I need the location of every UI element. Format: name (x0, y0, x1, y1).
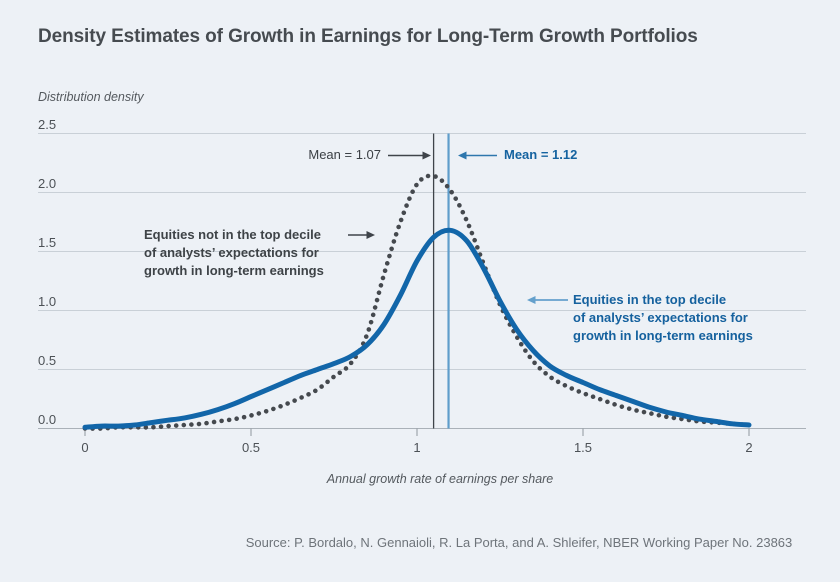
arrow-annotation-left-head (366, 231, 375, 239)
x-axis-title: Annual growth rate of earnings per share (326, 472, 554, 486)
source-credit: Source: P. Bordalo, N. Gennaioli, R. La … (245, 535, 793, 550)
y-tick-label: 0.0 (38, 411, 57, 427)
x-tick-label: 2 (745, 440, 753, 455)
y-tick-label: 0.5 (38, 352, 57, 368)
annotation-top-decile: Equities in the top decile of analysts’ … (573, 292, 753, 343)
y-axis-title: Distribution density (38, 90, 144, 104)
y-tick-label: 1.5 (38, 234, 57, 250)
arrow-mean-solid-head (458, 151, 467, 160)
chart-title: Density Estimates of Growth in Earnings … (38, 26, 698, 47)
y-tick-label: 2.5 (38, 116, 57, 132)
y-tick-label: 1.0 (38, 293, 57, 309)
annotation-not-top-decile: Equities not in the top decile of analys… (144, 227, 324, 278)
mean-label-solid: Mean = 1.12 (504, 147, 578, 162)
y-tick-label: 2.0 (38, 175, 57, 191)
x-tick-label: 1.5 (573, 440, 593, 455)
arrow-annotation-right-head (527, 296, 536, 304)
density-curve-solid (82, 227, 752, 430)
mean-label-dotted: Mean = 1.07 (308, 147, 381, 162)
x-tick-label: 0 (81, 440, 89, 455)
density-curve-dotted (82, 173, 752, 431)
x-tick-label: 0.5 (241, 440, 261, 455)
x-tick-label: 1 (413, 440, 421, 455)
arrow-mean-dotted-head (422, 151, 431, 160)
